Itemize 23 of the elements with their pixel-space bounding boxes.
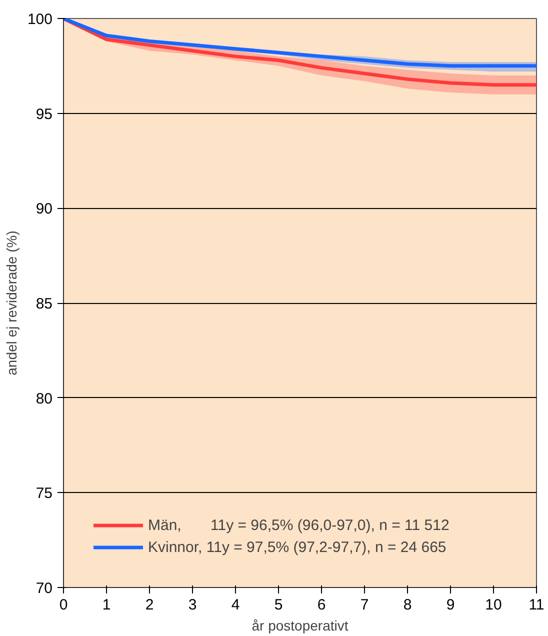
y-tick-label: 95 [36,106,53,123]
x-tick-label: 3 [188,596,197,614]
x-tick-label: 0 [59,596,68,614]
y-tick-label: 85 [36,296,53,312]
x-tick-label: 9 [446,596,455,614]
legend-label: Kvinnor, 11y = 97,5% (97,2-97,7), n = 24 665 [148,538,446,556]
y-tick-label: 70 [36,580,53,597]
x-tick-label: 2 [145,596,154,614]
x-axis-title: år postoperativt [252,618,348,634]
x-tick-label: 6 [317,596,326,614]
x-tick-label: 1 [102,596,111,614]
y-tick-label: 90 [36,200,53,218]
legend-label: Män, 11y = 96,5% (96,0-97,0), n = 11 512 [148,516,450,534]
x-tick-label: 8 [403,596,412,614]
x-tick-label: 11 [528,596,544,614]
x-tick-label: 7 [360,596,369,614]
y-tick-label: 100 [27,11,53,28]
y-axis-title: andel ej reviderade (%) [3,230,20,376]
x-tick-label: 4 [231,596,240,614]
x-tick-label: 5 [274,596,283,614]
y-tick-label: 75 [36,485,53,502]
y-tick-label: 80 [36,390,53,408]
x-tick-label: 10 [485,596,502,614]
